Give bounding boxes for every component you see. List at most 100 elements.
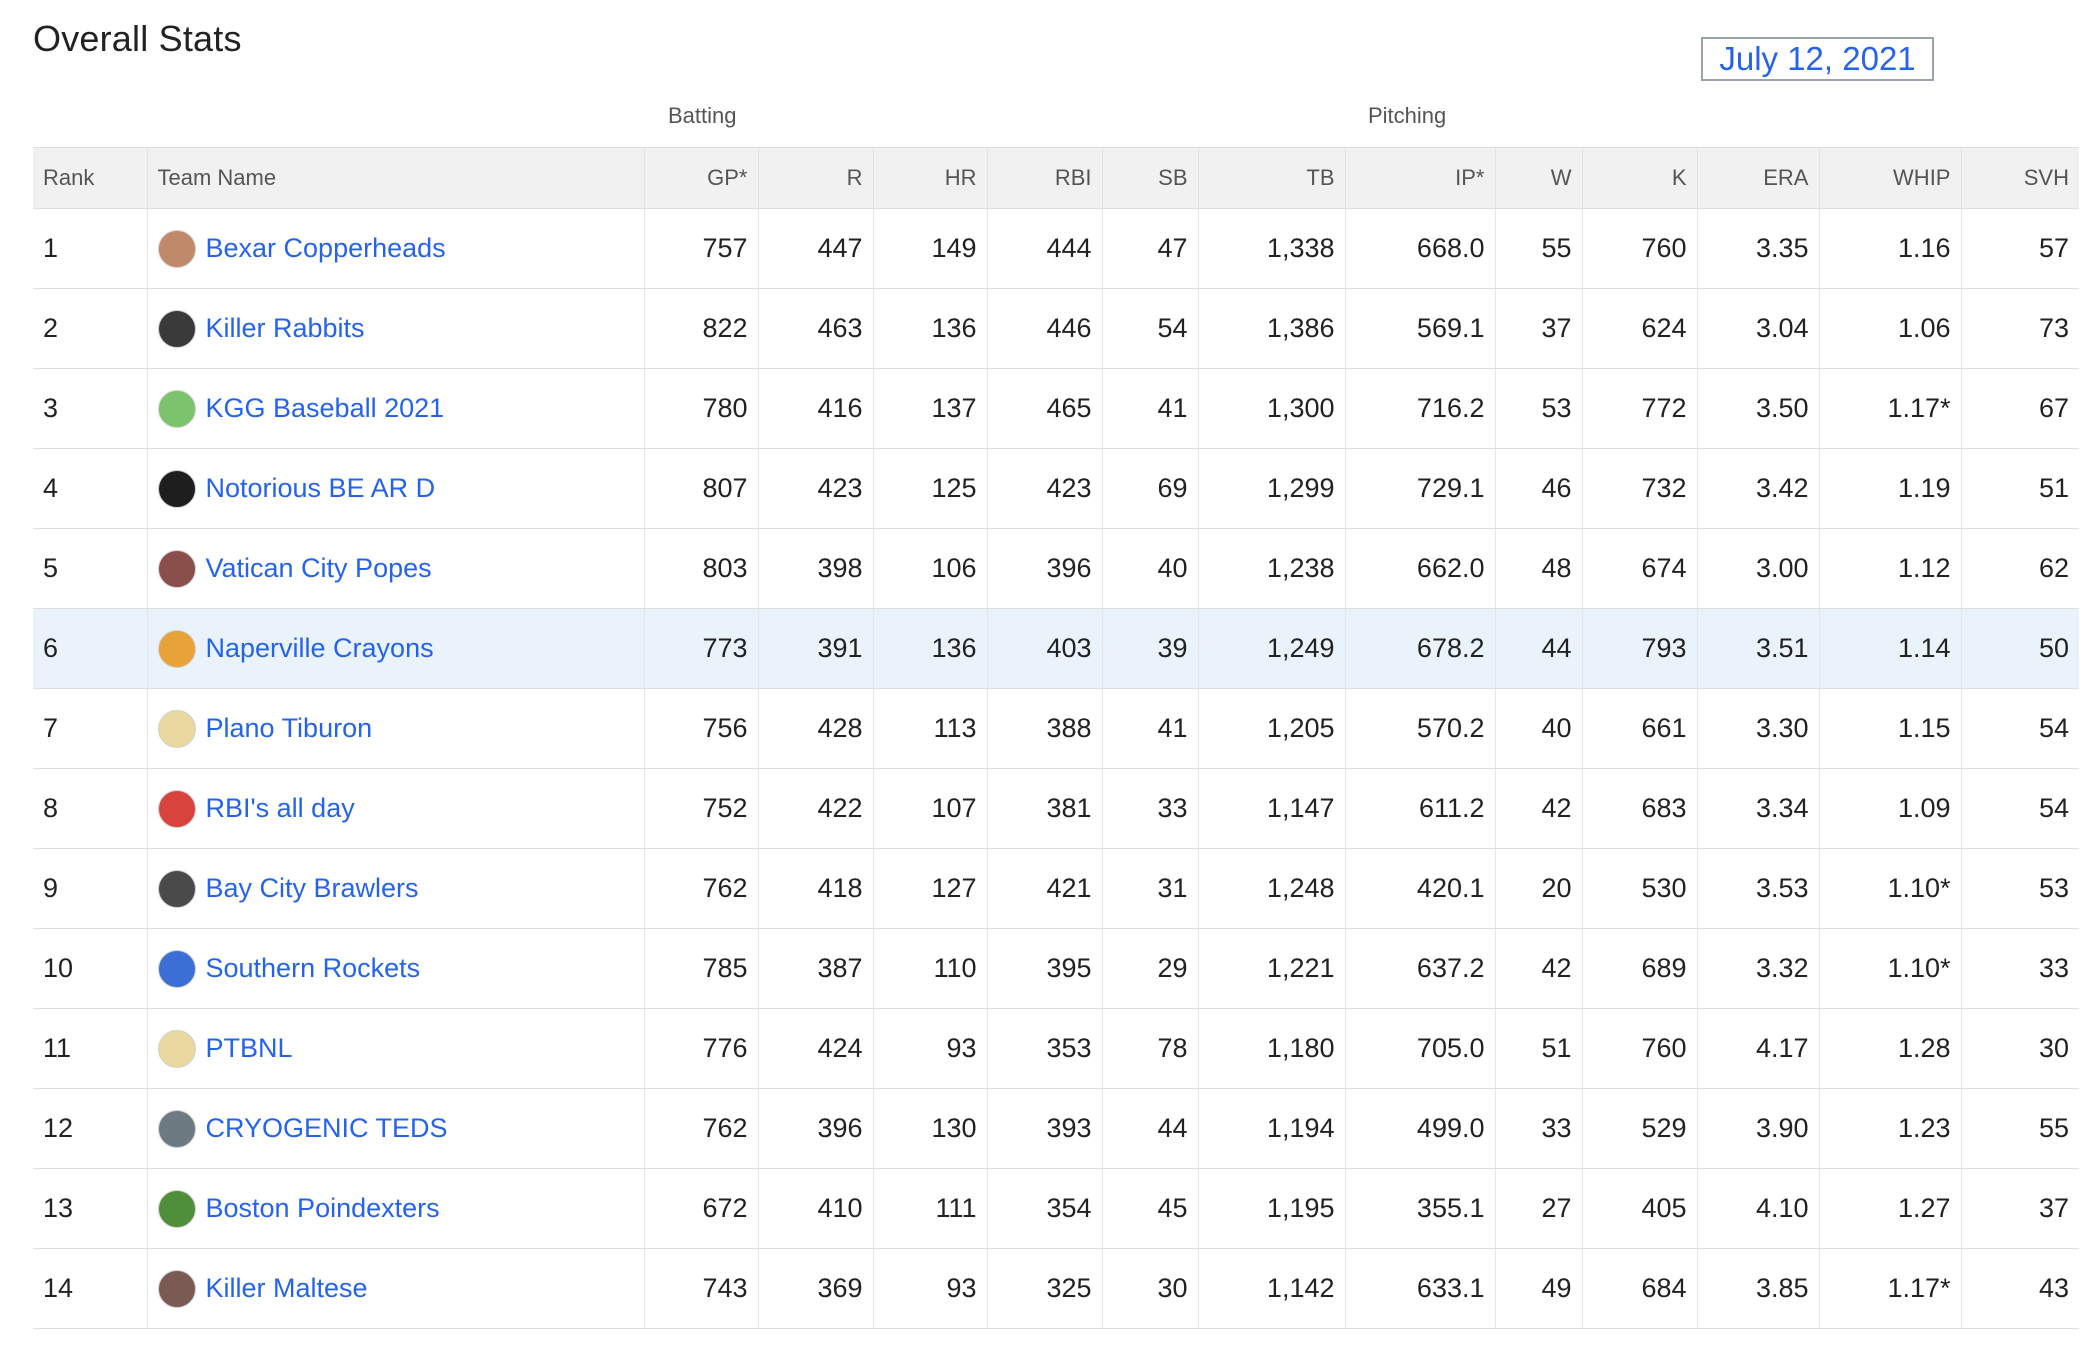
pitching-group-label: Pitching [1368,103,1447,128]
team-link[interactable]: Bay City Brawlers [205,873,419,903]
column-header-rbi[interactable]: RBI [986,147,1102,209]
hr-cell: 93 [872,1008,987,1089]
column-header-ip[interactable]: IP* [1344,147,1495,209]
team-name-cell: Killer Rabbits [146,288,644,369]
team-link[interactable]: Bexar Copperheads [205,233,446,263]
svh-cell: 37 [1960,1168,2079,1249]
rbi-cell: 465 [986,368,1102,449]
column-header-gp[interactable]: GP* [643,147,758,209]
team-link[interactable]: Killer Rabbits [205,313,365,343]
table-row: 4 Notorious BE AR D 807 423 125 423 69 1,299 729… [33,448,2079,529]
gp-cell: 762 [643,848,758,929]
column-header-rank[interactable]: Rank [33,147,147,209]
ip-cell: 420.1 [1344,848,1495,929]
team-link[interactable]: RBI's all day [205,793,355,823]
era-cell: 4.17 [1696,1008,1819,1089]
column-header-era[interactable]: ERA [1696,147,1819,209]
rbi-cell: 444 [986,208,1102,289]
tb-cell: 1,300 [1197,368,1345,449]
rbi-cell: 353 [986,1008,1102,1089]
team-link[interactable]: PTBNL [205,1033,293,1063]
k-cell: 683 [1581,768,1697,849]
table-body: 1 Bexar Copperheads 757 447 149 444 47 1,338 668… [33,208,2079,1329]
team-link[interactable]: CRYOGENIC TEDS [205,1113,448,1143]
column-header-r[interactable]: R [757,147,873,209]
gp-cell: 776 [643,1008,758,1089]
tb-cell: 1,195 [1197,1168,1345,1249]
team-link[interactable]: Southern Rockets [205,953,421,983]
sb-cell: 31 [1101,848,1198,929]
pope-logo-icon [157,549,196,588]
team-cell-content: CRYOGENIC TEDS [157,1109,634,1148]
date-selector[interactable]: July 12, 2021 [1701,37,1934,81]
whip-cell: 1.17* [1818,368,1961,449]
whip-cell: 1.10* [1818,848,1961,929]
svh-cell: 54 [1960,768,2079,849]
team-name-cell: Killer Maltese [146,1248,644,1329]
sb-cell: 45 [1101,1168,1198,1249]
team-link[interactable]: Naperville Crayons [205,633,434,663]
column-header-k[interactable]: K [1581,147,1697,209]
rbi-cell: 381 [986,768,1102,849]
rocket-logo-icon [157,949,196,988]
gp-cell: 780 [643,368,758,449]
rbi-cell: 423 [986,448,1102,529]
w-cell: 40 [1494,688,1582,769]
sb-cell: 41 [1101,688,1198,769]
ip-cell: 633.1 [1344,1248,1495,1329]
k-cell: 405 [1581,1168,1697,1249]
k-cell: 624 [1581,288,1697,369]
r-cell: 369 [757,1248,873,1329]
team-link[interactable]: Notorious BE AR D [205,473,436,503]
r-cell: 463 [757,288,873,369]
team-link[interactable]: Killer Maltese [205,1273,368,1303]
svh-cell: 54 [1960,688,2079,769]
whip-cell: 1.15 [1818,688,1961,769]
rank-cell: 5 [33,528,147,609]
ip-cell: 570.2 [1344,688,1495,769]
w-cell: 48 [1494,528,1582,609]
team-name-cell: Boston Poindexters [146,1168,644,1249]
team-link[interactable]: Vatican City Popes [205,553,432,583]
column-header-whip[interactable]: WHIP [1818,147,1961,209]
ip-cell: 705.0 [1344,1008,1495,1089]
era-cell: 3.00 [1696,528,1819,609]
column-header-sb[interactable]: SB [1101,147,1198,209]
k-cell: 760 [1581,208,1697,289]
ip-cell: 678.2 [1344,608,1495,689]
gp-cell: 807 [643,448,758,529]
cap-logo-icon [157,789,196,828]
svh-cell: 62 [1960,528,2079,609]
sb-cell: 69 [1101,448,1198,529]
k-cell: 674 [1581,528,1697,609]
w-cell: 37 [1494,288,1582,369]
r-cell: 396 [757,1088,873,1169]
column-header-svh[interactable]: SVH [1960,147,2079,209]
team-name-cell: Plano Tiburon [146,688,644,769]
sb-cell: 39 [1101,608,1198,689]
jar-logo-icon [157,1109,196,1148]
svh-cell: 30 [1960,1008,2079,1089]
table-header-row: Rank Team Name GP* R HR RBI SB TB IP* W K ERA WHIP SV… [33,147,2079,209]
ip-cell: 355.1 [1344,1168,1495,1249]
k-cell: 689 [1581,928,1697,1009]
table-row: 13 Boston Poindexters 672 410 111 354 45 1,195 3… [33,1168,2079,1249]
column-header-team[interactable]: Team Name [146,147,644,209]
column-header-hr[interactable]: HR [872,147,987,209]
column-header-tb[interactable]: TB [1197,147,1345,209]
team-link[interactable]: Boston Poindexters [205,1193,440,1223]
ip-cell: 716.2 [1344,368,1495,449]
r-cell: 424 [757,1008,873,1089]
team-link[interactable]: KGG Baseball 2021 [205,393,445,423]
team-link[interactable]: Plano Tiburon [205,713,373,743]
tb-cell: 1,180 [1197,1008,1345,1089]
column-header-w[interactable]: W [1494,147,1582,209]
rbi-cell: 421 [986,848,1102,929]
whip-cell: 1.10* [1818,928,1961,1009]
gp-cell: 743 [643,1248,758,1329]
rbi-cell: 354 [986,1168,1102,1249]
team-cell-content: Killer Rabbits [157,309,634,348]
rbi-cell: 393 [986,1088,1102,1169]
rank-cell: 4 [33,448,147,529]
rbi-cell: 388 [986,688,1102,769]
